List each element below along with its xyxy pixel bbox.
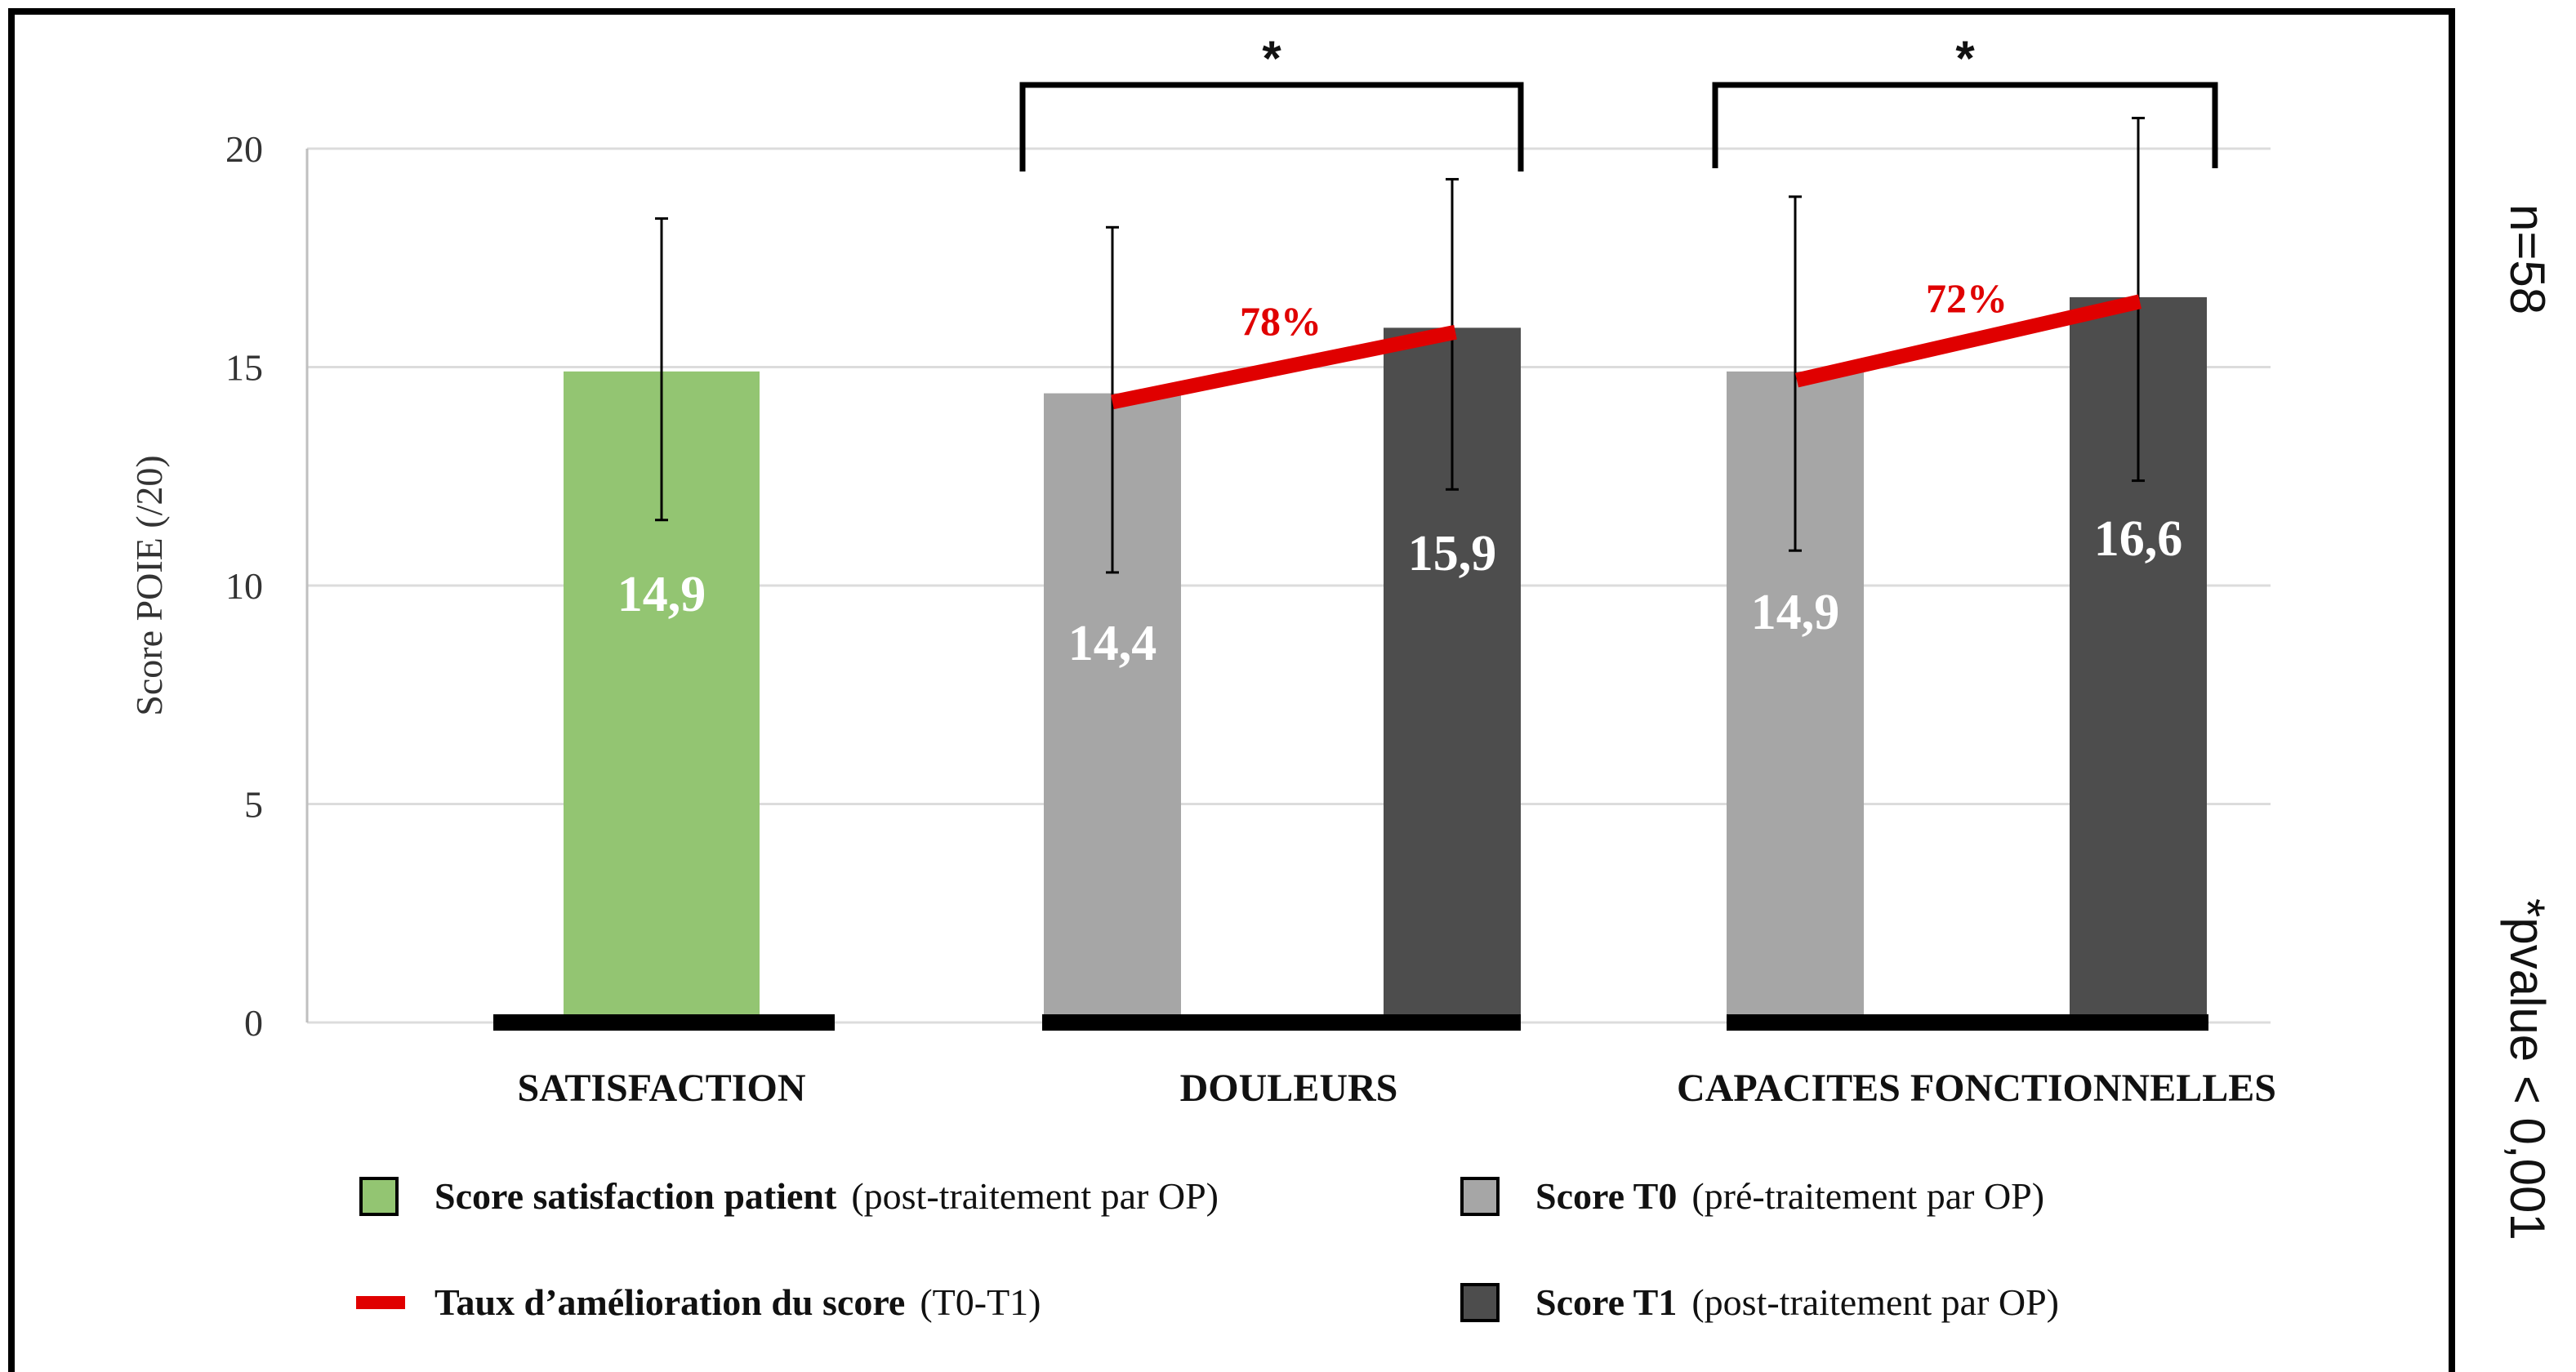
bar-value-label: 14,9 (617, 567, 706, 622)
y-tick-label: 20 (225, 128, 263, 170)
legend-satisfaction: Score satisfaction patient (post-traitem… (359, 1174, 1219, 1218)
legend-swatch-satisfaction (359, 1176, 399, 1216)
x-category-label: CAPACITES FONCTIONNELLES (1677, 1067, 2276, 1110)
x-category-label: SATISFACTION (518, 1067, 806, 1110)
legend-t1: Score T1 (post-traitement par OP) (1460, 1281, 2059, 1324)
improvement-label: 72% (1926, 275, 2008, 321)
bar-value-label: 15,9 (1408, 526, 1497, 581)
legend-label-t0: Score T0 (1535, 1175, 1678, 1217)
significance-bracket (1019, 82, 1524, 172)
legend-note-t0: (pré-traitement par OP) (1691, 1175, 2045, 1217)
category-baseline (1727, 1014, 2208, 1031)
y-tick-label: 0 (244, 1002, 263, 1044)
chart-frame (8, 8, 2455, 1372)
legend-swatch-t0 (1460, 1176, 1500, 1216)
legend-swatch-rate (356, 1295, 405, 1309)
improvement-line (1111, 324, 1457, 410)
y-tick-label: 10 (225, 565, 263, 607)
legend-label-rate: Taux d’amélioration du score (435, 1281, 906, 1323)
pvalue-note: *pvalue < 0,001 (2500, 898, 2555, 1241)
significance-bracket (1712, 82, 2218, 168)
improvement-line (1794, 294, 2142, 388)
legend-label-t1: Score T1 (1535, 1281, 1678, 1323)
x-category-label: DOULEURS (1180, 1067, 1398, 1110)
y-axis-title: Score POIE (/20) (128, 455, 170, 715)
legend-note-satisfaction: (post-traitement par OP) (851, 1175, 1219, 1217)
significance-star: * (1262, 31, 1281, 86)
significance-star: * (1955, 31, 1975, 86)
y-tick-label: 15 (225, 347, 263, 389)
legend-label-satisfaction: Score satisfaction patient (435, 1175, 837, 1217)
legend-rate: Taux d’amélioration du score (T0-T1) (356, 1281, 1041, 1324)
improvement-label: 78% (1240, 298, 1321, 344)
category-baseline (1042, 1014, 1521, 1031)
category-baseline (493, 1014, 835, 1031)
bar-value-label: 16,6 (2094, 511, 2183, 567)
legend-t0: Score T0 (pré-traitement par OP) (1460, 1174, 2044, 1218)
bar-value-label: 14,9 (1751, 585, 1840, 640)
y-tick-label: 5 (244, 784, 263, 826)
legend-swatch-t1 (1460, 1282, 1500, 1322)
bar-value-label: 14,4 (1068, 616, 1157, 671)
legend-note-t1: (post-traitement par OP) (1691, 1281, 2060, 1323)
sample-size-note: n=58 (2500, 204, 2555, 315)
legend-note-rate: (T0-T1) (920, 1281, 1041, 1323)
